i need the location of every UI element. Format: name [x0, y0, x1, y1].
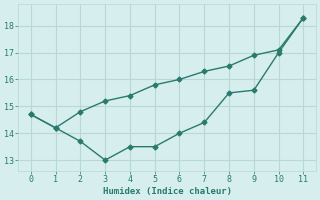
X-axis label: Humidex (Indice chaleur): Humidex (Indice chaleur) — [103, 187, 232, 196]
